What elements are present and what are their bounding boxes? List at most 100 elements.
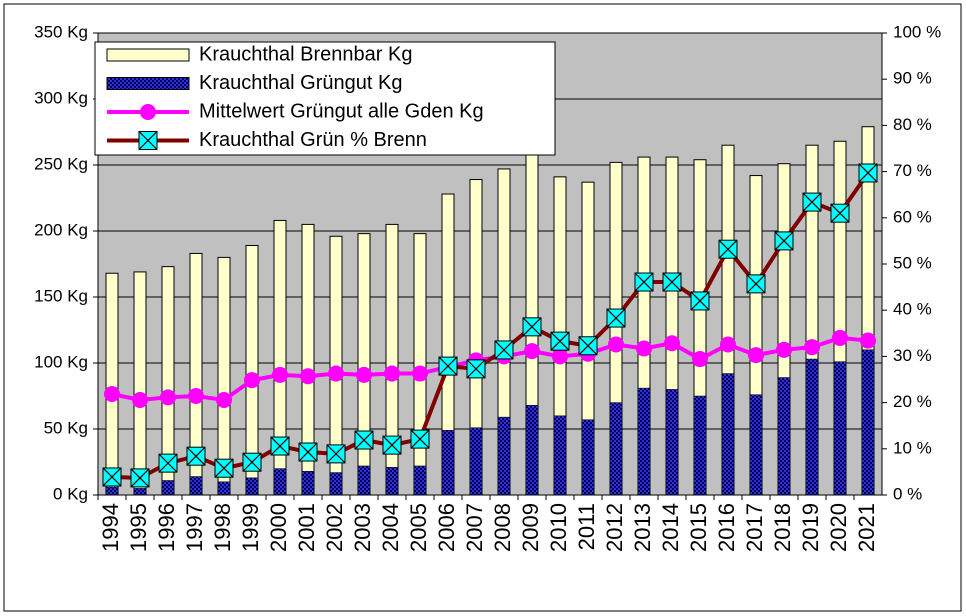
marker-x xyxy=(242,452,262,472)
bar xyxy=(273,468,287,496)
marker xyxy=(272,366,288,383)
marker xyxy=(158,453,178,473)
marker xyxy=(384,365,400,382)
y2-tick-label: 90 % xyxy=(893,69,932,88)
marker xyxy=(130,468,150,488)
legend-label: Mittelwert Grüngut alle Gden Kg xyxy=(199,100,484,122)
marker xyxy=(326,444,346,464)
bar xyxy=(833,361,847,496)
x-tick-label: 2008 xyxy=(490,503,515,552)
marker xyxy=(830,203,850,223)
y2-tick-label: 70 % xyxy=(893,161,932,180)
marker xyxy=(522,317,542,337)
marker xyxy=(720,336,736,353)
marker xyxy=(860,332,876,349)
marker-x xyxy=(130,468,150,488)
marker-x xyxy=(578,336,598,356)
marker-x xyxy=(326,444,346,464)
marker-x xyxy=(802,192,822,212)
y-tick-label: 50 Kg xyxy=(44,418,88,437)
marker xyxy=(102,467,122,487)
legend-label: Krauchthal Brennbar Kg xyxy=(199,43,412,65)
marker xyxy=(298,442,318,462)
bar xyxy=(749,394,763,496)
marker-x xyxy=(774,231,794,251)
x-tick-label: 2020 xyxy=(826,503,851,552)
legend: Krauchthal Brennbar Kg Krauchthal Grüngut… xyxy=(94,41,556,156)
marker xyxy=(214,458,234,478)
x-tick-label: 2018 xyxy=(770,503,795,552)
y-tick-label: 200 Kg xyxy=(34,220,88,239)
bar xyxy=(469,427,483,496)
marker xyxy=(132,391,148,408)
marker xyxy=(300,368,316,385)
x-tick-label: 2002 xyxy=(322,503,347,552)
marker-x xyxy=(186,446,206,466)
marker xyxy=(832,329,848,346)
marker xyxy=(550,331,570,351)
y-tick-label: 300 Kg xyxy=(34,88,88,107)
x-tick-label: 2015 xyxy=(686,503,711,552)
marker-x xyxy=(410,429,430,449)
marker-x xyxy=(606,308,626,328)
x-tick-label: 2011 xyxy=(574,503,599,550)
bar xyxy=(385,467,399,496)
x-tick-label: 2014 xyxy=(658,503,683,552)
marker-x xyxy=(158,453,178,473)
marker-x xyxy=(830,203,850,223)
y2-tick-label: 20 % xyxy=(893,392,932,411)
x-tick-label: 1996 xyxy=(154,503,179,552)
marker-x xyxy=(138,131,158,150)
bar xyxy=(637,387,651,496)
marker xyxy=(412,365,428,382)
marker-x xyxy=(354,430,374,450)
marker-x xyxy=(466,359,486,379)
y2-tick-label: 30 % xyxy=(893,346,932,365)
marker xyxy=(690,291,710,311)
bar xyxy=(105,272,119,496)
marker xyxy=(188,388,204,404)
marker xyxy=(802,192,822,212)
y-tick-label: 0 Kg xyxy=(53,484,88,503)
bar xyxy=(329,472,343,496)
x-tick-label: 2003 xyxy=(350,503,375,552)
marker xyxy=(636,340,652,357)
x-tick-label: 2017 xyxy=(742,503,767,552)
marker-x xyxy=(494,340,514,360)
bar xyxy=(581,419,595,496)
x-tick-label: 1997 xyxy=(182,503,207,552)
x-tick-label: 1995 xyxy=(126,503,151,552)
marker xyxy=(578,336,598,356)
bar xyxy=(805,358,819,496)
x-tick-label: 2001 xyxy=(294,503,319,552)
marker xyxy=(804,339,820,356)
bar xyxy=(665,389,679,496)
marker xyxy=(438,356,458,376)
marker xyxy=(328,365,344,382)
marker xyxy=(138,131,158,150)
marker-x xyxy=(662,272,682,292)
bar xyxy=(189,476,203,496)
line xyxy=(111,171,870,480)
y-tick-label: 150 Kg xyxy=(34,286,88,305)
legend-label: Krauchthal Grün % Brenn xyxy=(199,129,427,151)
y2-tick-label: 100 % xyxy=(893,22,941,41)
marker xyxy=(356,366,372,383)
bar xyxy=(721,373,735,496)
marker-x xyxy=(690,291,710,311)
bar xyxy=(861,349,875,496)
y2-tick-label: 0 % xyxy=(893,484,922,503)
x-tick-label: 1999 xyxy=(238,503,263,552)
x-tick-label: 1994 xyxy=(98,503,123,552)
x-tick-label: 2006 xyxy=(434,503,459,552)
x-tick-label: 2004 xyxy=(378,503,403,552)
marker xyxy=(718,239,738,259)
bar xyxy=(357,465,371,496)
bar xyxy=(133,488,147,496)
marker xyxy=(382,435,402,455)
marker-x xyxy=(382,435,402,455)
marker-x xyxy=(634,272,654,292)
x-tick-label: 2005 xyxy=(406,503,431,552)
marker xyxy=(186,446,206,466)
marker-x xyxy=(270,436,290,456)
